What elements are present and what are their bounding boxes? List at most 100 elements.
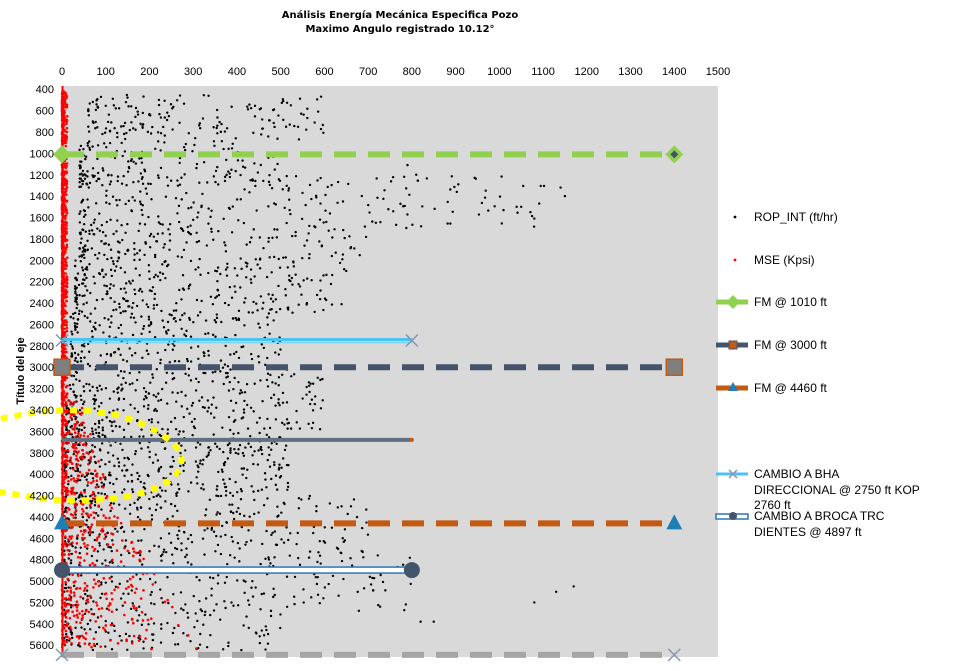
mse-point (65, 221, 69, 225)
rop-point (330, 526, 334, 529)
rop-point (91, 385, 94, 389)
rop-point (86, 144, 89, 147)
rop-point (160, 489, 164, 492)
rop-point (124, 282, 128, 285)
mse-point (110, 591, 113, 595)
rop-point (281, 401, 285, 404)
square-marker (665, 358, 684, 376)
mse-point (63, 604, 67, 607)
rop-point (205, 244, 209, 247)
rop-point (86, 362, 90, 366)
rop-point (319, 176, 322, 180)
rop-point (292, 595, 296, 598)
rop-point (288, 123, 291, 126)
rop-point (130, 312, 134, 315)
rop-point (108, 287, 112, 290)
rop-point (234, 137, 237, 140)
rop-point (146, 446, 150, 449)
rop-point (163, 116, 167, 119)
rop-point (75, 306, 78, 310)
rop-point (156, 131, 160, 134)
rop-point (119, 323, 123, 327)
rop-point (122, 174, 125, 178)
rop-point (105, 284, 108, 288)
rop-point (297, 303, 300, 306)
mse-point (69, 598, 73, 602)
rop-point (237, 356, 241, 360)
rop-point (135, 573, 138, 576)
rop-point (171, 631, 175, 635)
rop-point (295, 542, 298, 546)
rop-point (189, 346, 193, 349)
rop-point (232, 387, 235, 391)
rop-point (204, 514, 207, 517)
rop-point (144, 390, 148, 393)
mse-point (85, 584, 89, 588)
mse-point (64, 272, 68, 275)
rop-point (305, 239, 309, 242)
mse-point (94, 474, 98, 477)
rop-point (194, 389, 198, 392)
rop-point (79, 260, 82, 263)
rop-point (572, 585, 575, 588)
mse-point (91, 490, 95, 494)
rop-point (272, 587, 275, 591)
rop-point (164, 276, 167, 280)
rop-point (94, 321, 97, 325)
rop-point (269, 308, 272, 311)
mse-point (72, 476, 75, 480)
rop-point (116, 179, 119, 183)
rop-point (134, 321, 137, 324)
rop-point (78, 181, 81, 184)
rop-point (126, 468, 129, 472)
rop-point (109, 474, 112, 477)
mse-point (64, 267, 67, 271)
mse-point (149, 617, 153, 620)
mse-point (62, 277, 66, 281)
rop-point (105, 607, 109, 610)
rop-point (246, 105, 249, 108)
rop-point (108, 335, 111, 338)
rop-point (93, 407, 96, 410)
rop-point (103, 131, 107, 134)
mse-point (82, 510, 85, 513)
rop-point (107, 451, 110, 454)
y-tick-label: 2000 (30, 255, 54, 267)
rop-point (277, 353, 280, 356)
x-tick-label: 0 (59, 66, 65, 78)
rop-point (328, 502, 332, 505)
rop-point (129, 316, 133, 319)
rop-point (253, 450, 256, 453)
rop-point (244, 543, 247, 546)
rop-point (93, 402, 96, 406)
rop-point (88, 364, 92, 368)
rop-point (120, 525, 124, 529)
rop-point (307, 232, 310, 235)
rop-point (104, 645, 107, 648)
legend-x-icon (728, 469, 738, 479)
mse-point (65, 285, 69, 289)
rop-point (403, 608, 406, 612)
rop-point (114, 425, 118, 428)
rop-point (301, 397, 304, 400)
rop-point (240, 267, 243, 271)
rop-point (343, 236, 346, 240)
rop-point (292, 260, 295, 263)
rop-point (316, 593, 320, 596)
mse-point (73, 479, 76, 483)
rop-point (95, 99, 98, 102)
rop-point (100, 583, 103, 586)
rop-point (96, 126, 99, 129)
rop-point (127, 592, 130, 596)
rop-point (150, 289, 153, 293)
rop-point (316, 179, 319, 182)
rop-point (176, 212, 179, 215)
mse-point (81, 449, 85, 452)
rop-point (105, 194, 108, 197)
mse-point (64, 356, 68, 359)
rop-point (172, 459, 175, 463)
rop-point (316, 376, 319, 380)
mse-point (70, 641, 73, 645)
rop-point (203, 613, 207, 617)
mse-point (76, 534, 79, 537)
